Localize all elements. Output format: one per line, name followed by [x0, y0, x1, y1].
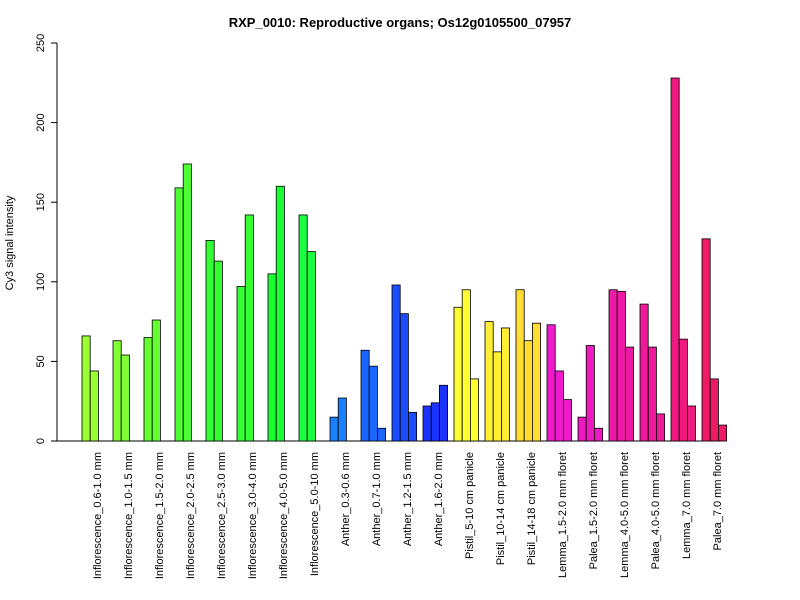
y-tick-label: 0	[35, 438, 47, 444]
bar	[492, 351, 502, 442]
bar	[244, 214, 254, 442]
bar	[391, 284, 401, 442]
bars	[81, 77, 728, 442]
bar	[182, 163, 192, 442]
bar	[678, 338, 688, 442]
bar	[616, 290, 626, 442]
bar	[532, 322, 542, 442]
bar	[461, 289, 471, 442]
x-category-label: Lemma_7.0 mm floret	[681, 452, 693, 559]
bar	[407, 411, 417, 442]
y-axis: 0 50 100 150 200 250	[35, 34, 58, 444]
bar	[236, 286, 246, 442]
bar	[275, 185, 285, 442]
x-category-label: Lemma_4.0-5.0 mm floret	[619, 452, 631, 578]
bar	[112, 340, 122, 442]
bar	[625, 346, 635, 442]
bar	[718, 424, 728, 442]
bar	[329, 416, 339, 442]
x-category-label: Inflorescence_3.0-4.0 mm	[247, 452, 259, 579]
bar	[701, 238, 711, 442]
bar	[438, 384, 448, 442]
y-tick-label: 200	[35, 113, 47, 131]
bar	[399, 313, 409, 442]
bar	[213, 260, 223, 442]
bar	[120, 354, 130, 442]
bar	[608, 289, 618, 442]
bar	[577, 416, 587, 442]
y-axis-label: Cy3 signal intensity	[4, 195, 16, 290]
x-category-label: Inflorescence_4.0-5.0 mm	[278, 452, 290, 579]
bar	[376, 427, 386, 442]
bar	[306, 251, 316, 442]
bar	[151, 319, 161, 442]
bar	[81, 335, 91, 442]
bar	[515, 289, 525, 442]
bar	[360, 349, 370, 442]
bar	[670, 77, 680, 442]
y-tick-label: 50	[35, 355, 47, 367]
y-tick-label: 150	[35, 193, 47, 211]
bar	[546, 324, 556, 442]
x-category-label: Inflorescence_5.0-10 mm	[309, 452, 321, 576]
bar	[267, 273, 277, 442]
bar	[585, 345, 595, 442]
y-tick-label: 250	[35, 34, 47, 52]
bar	[656, 413, 666, 442]
x-category-label: Anther_1.2-1.5 mm	[402, 452, 414, 546]
bar	[337, 397, 347, 442]
bar	[143, 337, 153, 442]
x-category-label: Pistil_14-18 cm panicle	[526, 452, 538, 565]
bar	[563, 399, 573, 442]
chart-title: RXP_0010: Reproductive organs; Os12g0105…	[229, 15, 572, 30]
bar	[422, 405, 432, 442]
bar	[484, 321, 494, 442]
x-category-label: Inflorescence_2.0-2.5 mm	[185, 452, 197, 579]
bar	[298, 214, 308, 442]
x-category-label: Inflorescence_0.6-1.0 mm	[92, 452, 104, 579]
x-category-label: Palea_7.0 mm floret	[712, 452, 724, 550]
bar	[205, 240, 215, 442]
bar	[594, 427, 604, 442]
x-category-label: Anther_1.6-2.0 mm	[433, 452, 445, 546]
x-category-label: Inflorescence_1.0-1.5 mm	[123, 452, 135, 579]
bar	[709, 378, 719, 442]
category-labels: Inflorescence_0.6-1.0 mm Inflorescence_1.…	[92, 452, 724, 579]
bar	[687, 405, 697, 442]
bar	[523, 340, 533, 442]
bar	[554, 370, 564, 442]
bar	[647, 346, 657, 442]
x-category-label: Pistil_5-10 cm panicle	[464, 452, 476, 559]
x-category-label: Palea_1.5-2.0 mm floret	[588, 452, 600, 569]
x-category-label: Anther_0.7-1.0 mm	[371, 452, 383, 546]
y-tick-label: 100	[35, 273, 47, 291]
bar	[469, 378, 479, 442]
bar	[639, 303, 649, 442]
x-category-label: Pistil_10-14 cm panicle	[495, 452, 507, 565]
bar	[368, 365, 378, 442]
bar	[174, 187, 184, 442]
x-category-label: Inflorescence_1.5-2.0 mm	[154, 452, 166, 579]
bar	[453, 306, 463, 442]
bar	[430, 402, 440, 442]
x-category-label: Palea_4.0-5.0 mm floret	[650, 452, 662, 569]
bar	[500, 327, 510, 442]
bar	[89, 370, 99, 442]
x-category-label: Lemma_1.5-2.0 mm floret	[557, 452, 569, 578]
x-category-label: Anther_0.3-0.6 mm	[340, 452, 352, 546]
x-category-label: Inflorescence_2.5-3.0 mm	[216, 452, 228, 579]
